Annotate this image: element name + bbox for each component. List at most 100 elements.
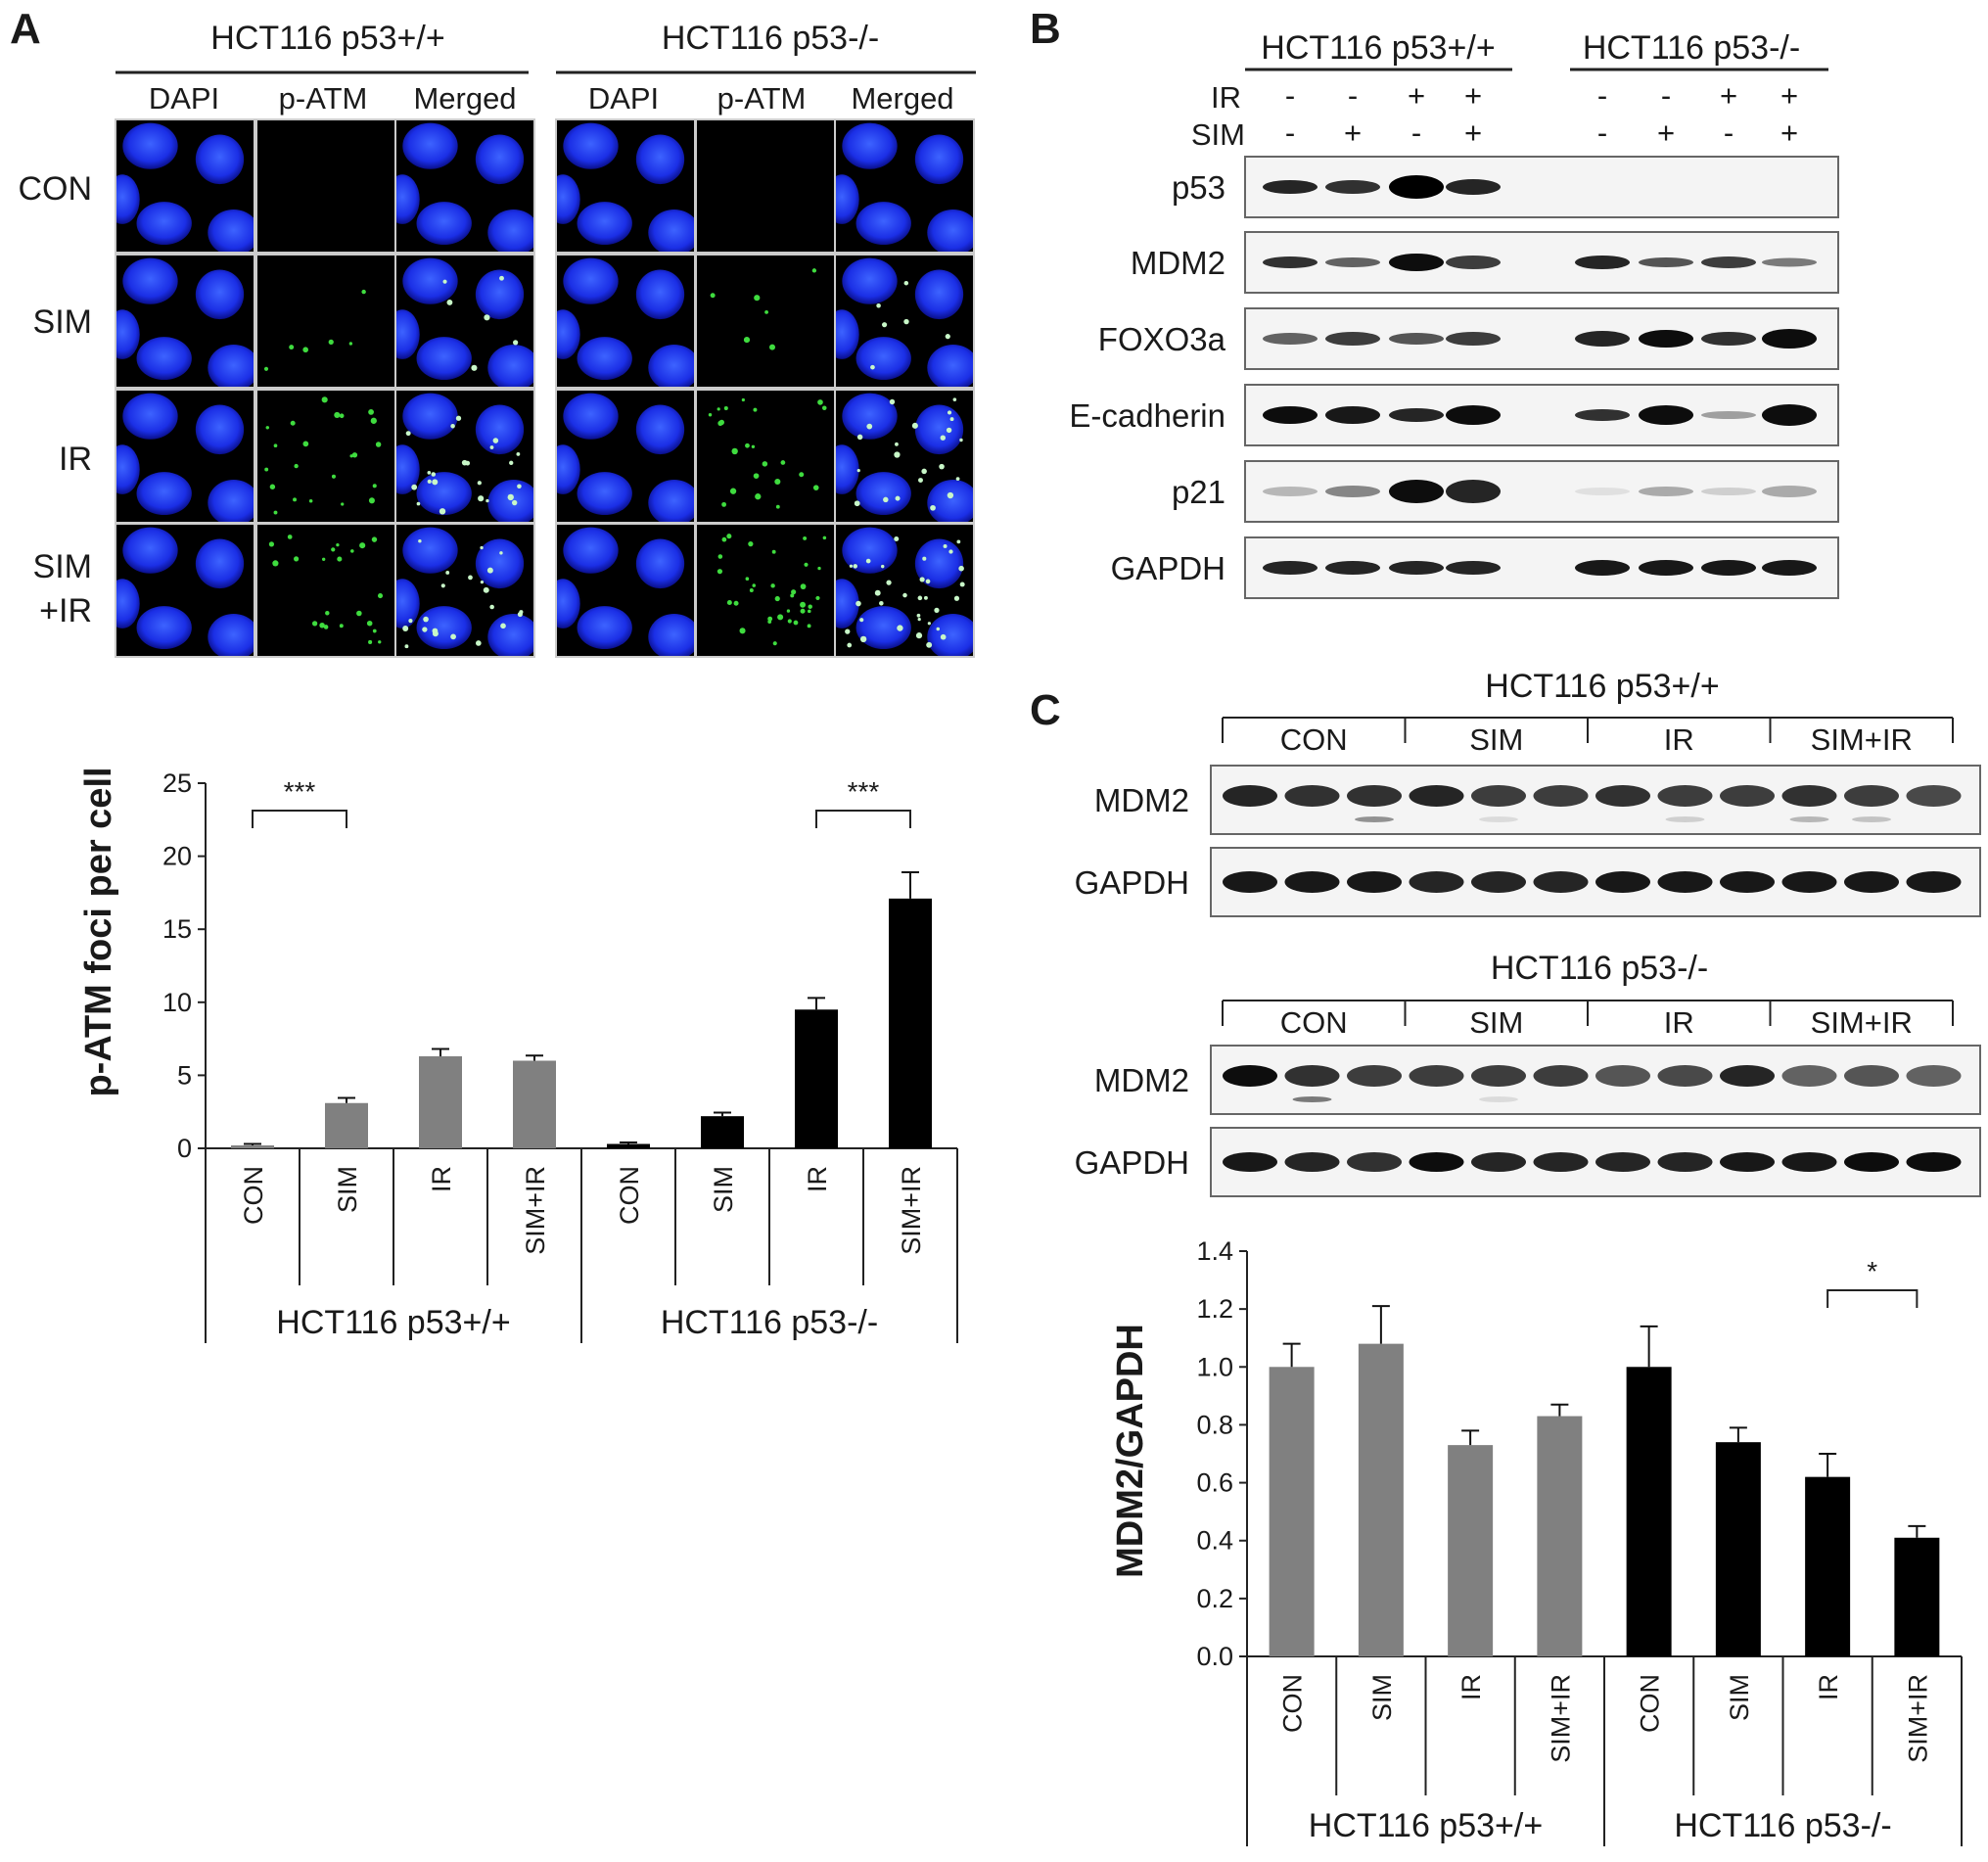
- bar: [1537, 1416, 1583, 1656]
- patm-focus: [361, 289, 366, 295]
- patm-focus: [287, 535, 293, 539]
- row-label-sim-ir: SIM: [33, 548, 92, 585]
- bar: [1448, 1445, 1494, 1656]
- patm-focus: [945, 334, 950, 340]
- blot-band: [1720, 1152, 1775, 1172]
- blot-band: [1389, 561, 1444, 575]
- nucleus: [563, 527, 619, 574]
- micrograph-cell: [255, 389, 396, 524]
- micrograph-cell: [394, 254, 535, 389]
- patm-focus: [432, 479, 439, 486]
- patm-focus: [499, 275, 504, 281]
- nucleus: [136, 606, 192, 650]
- patm-focus: [786, 609, 791, 613]
- patm-focus: [925, 579, 931, 584]
- patm-focus: [777, 614, 784, 621]
- patm-focus: [895, 495, 901, 501]
- patm-foci-chart: 0 5 10 15 20 25 CON SIM IR SIM+IR CON SIM IR SIM+IR HC…: [162, 768, 958, 1343]
- patm-focus: [866, 423, 873, 430]
- patm-focus: [319, 622, 325, 628]
- group-label: HCT116 p53-/-: [661, 1304, 878, 1341]
- category-label: SIM+IR: [1546, 1674, 1575, 1763]
- patm-focus: [489, 445, 494, 449]
- patm-focus: [790, 593, 795, 598]
- patm-focus: [919, 577, 925, 582]
- blot-band: [1263, 256, 1318, 268]
- patm-focus: [741, 397, 745, 402]
- patm-focus: [733, 600, 739, 606]
- patm-focus: [881, 564, 885, 569]
- row-label-sim: SIM: [33, 303, 92, 341]
- blot-band: [1575, 256, 1630, 269]
- micrograph-cell: [695, 389, 836, 524]
- blot-band: [1284, 785, 1340, 807]
- group-label: IR: [1664, 722, 1694, 757]
- nucleus: [563, 393, 619, 440]
- blot-label: MDM2: [1094, 782, 1189, 818]
- blot-label: E-cadherin: [1069, 397, 1225, 434]
- patm-focus: [800, 601, 807, 608]
- blot-band: [1762, 560, 1817, 576]
- patm-focus: [915, 632, 923, 639]
- nucleus: [208, 209, 254, 253]
- category-label: SIM: [333, 1166, 362, 1213]
- bar: [1626, 1367, 1672, 1656]
- patm-focus: [731, 447, 738, 455]
- patm-focus: [422, 627, 428, 632]
- blot-band: [1844, 1152, 1899, 1172]
- micrograph-cell: [555, 254, 696, 389]
- patm-focus: [485, 498, 489, 503]
- patm-focus: [375, 442, 382, 447]
- nucleus: [416, 202, 472, 246]
- channel-label-dapi: DAPI: [149, 81, 219, 116]
- micrograph-cell: [394, 523, 535, 658]
- category-label: SIM+IR: [521, 1166, 550, 1255]
- patm-focus: [803, 535, 808, 540]
- patm-focus: [808, 604, 812, 609]
- patm-focus: [446, 299, 453, 305]
- patm-focus: [294, 463, 299, 469]
- patm-focus: [263, 366, 269, 371]
- blot-band: [1701, 332, 1756, 346]
- nucleus: [116, 444, 140, 494]
- nucleus: [648, 344, 695, 388]
- patm-focus: [894, 451, 901, 458]
- patm-focus: [917, 595, 923, 601]
- blot-band: [1639, 405, 1693, 425]
- patm-focus: [936, 627, 941, 631]
- patm-focus: [269, 484, 276, 489]
- patm-focus: [811, 268, 817, 273]
- nucleus: [395, 444, 420, 494]
- blot-band: [1389, 333, 1444, 345]
- blot-label: MDM2: [1131, 245, 1225, 281]
- treatment-sign: -: [1411, 116, 1421, 150]
- nucleus: [927, 344, 974, 388]
- y-tick-label: 0.2: [1196, 1584, 1233, 1613]
- patm-focus: [812, 485, 819, 491]
- nucleus: [402, 122, 458, 169]
- patm-focus: [916, 613, 921, 618]
- blot-band: [1446, 179, 1501, 195]
- patm-focus: [947, 410, 952, 415]
- blot-band: [1284, 1065, 1340, 1087]
- micrograph-border: [394, 254, 535, 389]
- patm-focus: [921, 468, 927, 475]
- patm-focus: [748, 540, 754, 547]
- patm-focus: [294, 556, 300, 562]
- patm-focus: [854, 500, 860, 507]
- micrograph-bg: [256, 390, 395, 523]
- blot-band: [1595, 1065, 1650, 1087]
- nucleus: [195, 134, 245, 185]
- patm-focus: [958, 565, 964, 572]
- blot-band: [1263, 406, 1318, 424]
- treatment-sign: -: [1661, 78, 1671, 113]
- bar: [1894, 1537, 1940, 1656]
- patm-focus: [815, 595, 820, 601]
- patm-focus: [917, 618, 921, 622]
- blot-row: GAPDH: [1075, 1127, 1981, 1197]
- patm-focus: [717, 554, 723, 559]
- patm-focus: [767, 616, 773, 622]
- blot-band: [1389, 408, 1444, 422]
- patm-focus: [918, 478, 923, 483]
- nucleus: [927, 209, 974, 253]
